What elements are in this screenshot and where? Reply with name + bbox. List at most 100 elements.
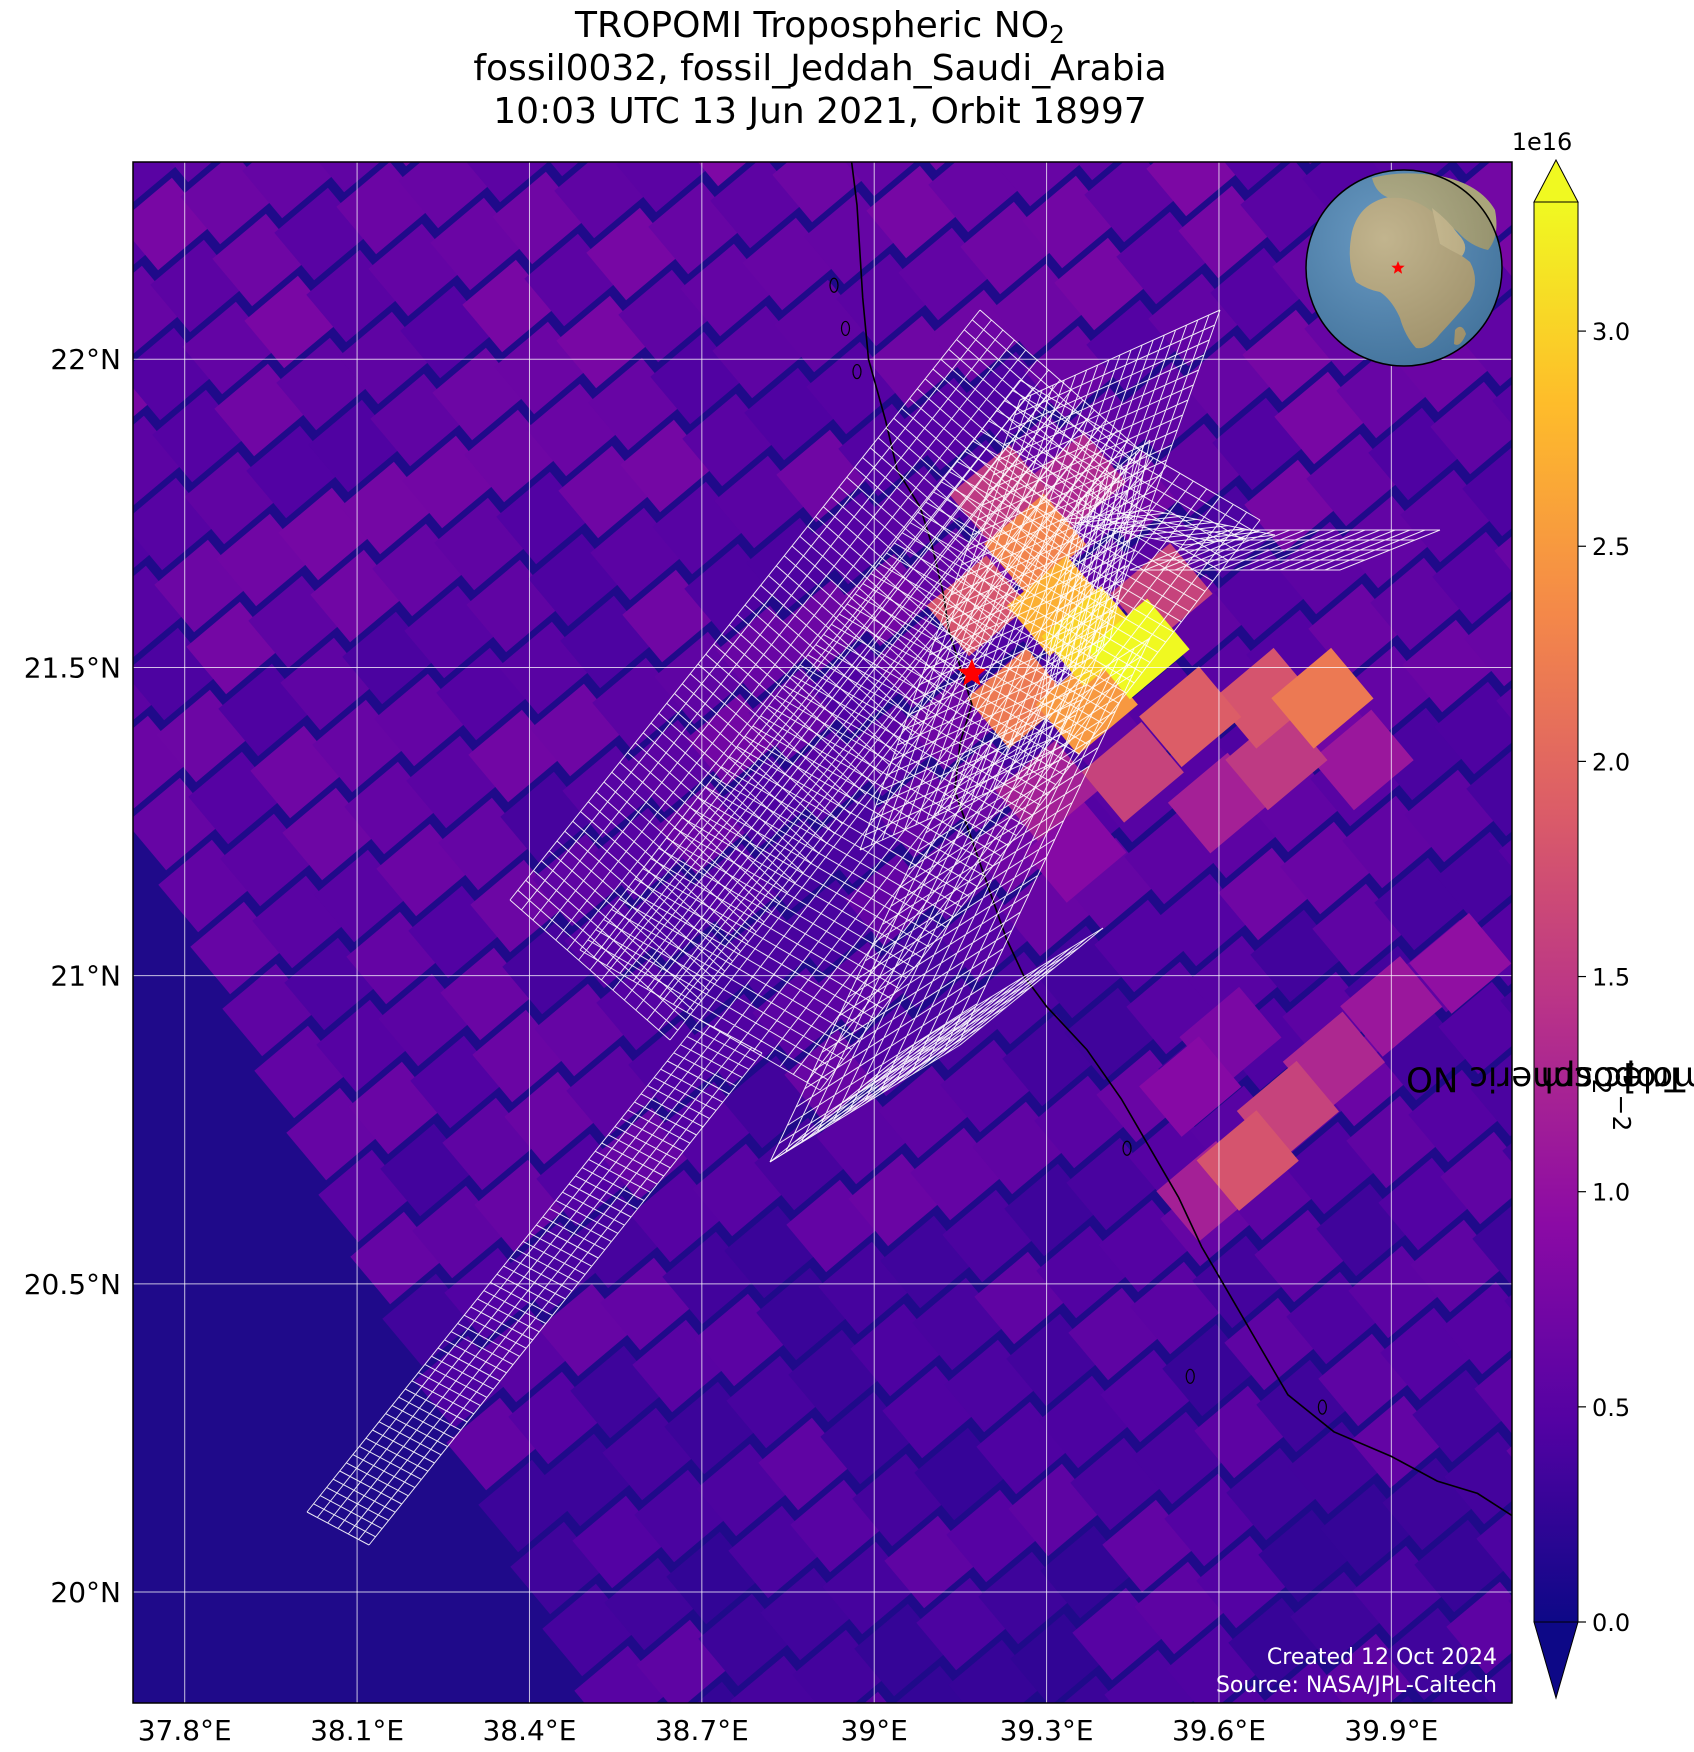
gridlines	[133, 162, 1512, 1703]
latitude-tick-label: 20°N	[50, 1576, 121, 1609]
footprint-mesh	[1059, 509, 1276, 546]
no2-pixel	[1308, 162, 1313, 165]
map-frame	[132, 161, 1513, 1704]
colorbar-tick-label: 2.5	[1592, 533, 1630, 561]
no2-pixel	[133, 415, 184, 506]
no2-pixel	[133, 565, 186, 658]
no2-pixel	[1146, 162, 1240, 217]
footprint-mesh	[769, 927, 1104, 1163]
colorbar-tick-label: 2.0	[1592, 748, 1630, 776]
no2-pixel	[1478, 1660, 1512, 1703]
no2-pixel	[1322, 1633, 1416, 1703]
no2-pixel	[1225, 709, 1328, 811]
no2-pixel	[133, 177, 212, 271]
no2-pixel	[54, 54, 147, 146]
no2-pixel	[1430, 1669, 1498, 1703]
no2-pixel	[1311, 709, 1414, 811]
no2-pixel	[1434, 681, 1512, 775]
title-line-1: TROPOMI Tropospheric NO2	[575, 5, 1065, 49]
colorbar-tick-label: 0.5	[1592, 1394, 1630, 1422]
no2-pixel	[1444, 1431, 1512, 1525]
no2-pixel	[1271, 647, 1374, 749]
colorbar-ticks: 0.0 0.5 1.0 1.5 2.0 2.5 3.0	[1578, 318, 1630, 1637]
no2-pixel	[1332, 46, 1425, 138]
title-line-3: 10:03 UTC 13 Jun 2021, Orbit 18997	[493, 91, 1147, 132]
no2-pixel	[466, 162, 548, 203]
latitude-tick-label: 20.5°N	[24, 1268, 121, 1301]
no2-pixel	[1139, 1036, 1242, 1137]
no2-pixel	[1462, 447, 1512, 537]
no2-pixel	[1432, 531, 1512, 625]
no2-pixel	[918, 1728, 1011, 1752]
no2-pixel	[1470, 1053, 1512, 1137]
no2-pixel	[1440, 1131, 1512, 1225]
no2-pixel	[1464, 598, 1512, 687]
no2-pixel	[740, 68, 833, 160]
no2-pixel	[992, 162, 1083, 207]
no2-pixel	[210, 64, 303, 156]
globe-outline	[1305, 169, 1503, 367]
footprint-mesh	[1039, 439, 1151, 701]
created-date: Created 12 Oct 2024	[1267, 1645, 1497, 1670]
no2-pixel	[1506, 1446, 1512, 1458]
colorbar-min-extend	[1533, 1621, 1579, 1700]
no2-pixel	[1409, 913, 1512, 1014]
footprint-mesh	[1129, 529, 1441, 571]
no2-pixel	[180, 162, 274, 245]
no2-pixel	[1510, 1706, 1603, 1752]
no2-pixel	[398, 162, 492, 229]
island-outline	[829, 277, 839, 293]
longitude-tick-label: 39.9°E	[1344, 1714, 1438, 1747]
source-credit: Source: NASA/JPL-Caltech	[1216, 1673, 1497, 1698]
no2-pixel	[1508, 1597, 1512, 1606]
no2-pixel	[1104, 1649, 1198, 1703]
no2-pixel	[1476, 1508, 1512, 1582]
longitude-tick-labels: 37.8°E 38.1°E 38.4°E 38.7°E 39°E 39.3°E 39.6°E…	[138, 1714, 1439, 1747]
no2-pixel	[133, 327, 214, 421]
island-outline	[1122, 1140, 1132, 1156]
no2-pixel	[1114, 62, 1207, 154]
no2-pixel	[1494, 535, 1512, 572]
island-outline	[840, 320, 851, 337]
island-outline	[1185, 1368, 1195, 1384]
target-star	[957, 658, 987, 686]
no2-pixel	[1438, 981, 1512, 1075]
no2-pixel	[1176, 36, 1269, 128]
no2-pixel	[864, 1691, 888, 1703]
no2-pixel	[1076, 162, 1114, 181]
footprint-mesh	[769, 637, 1151, 1163]
no2-pixel	[1196, 1110, 1299, 1211]
no2-pixel	[1472, 1205, 1512, 1287]
no2-pixel	[171, 162, 213, 183]
colorbar-max-extend	[1533, 158, 1579, 203]
no2-pixel	[133, 715, 188, 809]
colorbar-tick-label: 1.0	[1592, 1179, 1630, 1207]
footprint-grids	[306, 309, 1441, 1546]
no2-pixel	[1492, 384, 1512, 425]
no2-pixel	[958, 52, 1051, 144]
no2-pixel	[1455, 162, 1481, 175]
colorbar-exponent: 1e16	[1512, 128, 1573, 156]
no2-pixel	[242, 162, 336, 219]
no2-pixel	[133, 162, 180, 203]
longitude-tick-label: 39.3°E	[1000, 1714, 1094, 1747]
no2-pixel	[928, 162, 1022, 233]
colorbar: 0.0 0.5 1.0 1.5 2.0 2.5 3.0 1e16	[1512, 128, 1630, 1700]
latitude-tick-label: 21.5°N	[24, 651, 121, 684]
no2-pixel	[696, 1681, 740, 1703]
no2-pixel	[1081, 721, 1184, 823]
no2-pixel	[845, 162, 915, 197]
no2-pixel	[1502, 1142, 1512, 1163]
latitude-tick-label: 21°N	[50, 960, 121, 993]
colorbar-tick-label: 3.0	[1592, 318, 1630, 346]
no2-pixel	[1224, 162, 1282, 191]
no2-pixel	[1496, 687, 1512, 720]
longitude-tick-label: 39°E	[841, 1714, 908, 1747]
globe-shade	[1306, 170, 1502, 366]
no2-pixel	[1466, 750, 1512, 837]
no2-pixel	[1024, 802, 1127, 903]
no2-pixel	[1498, 839, 1512, 868]
longitude-tick-label: 38.1°E	[310, 1714, 404, 1747]
no2-pixel	[272, 38, 365, 130]
